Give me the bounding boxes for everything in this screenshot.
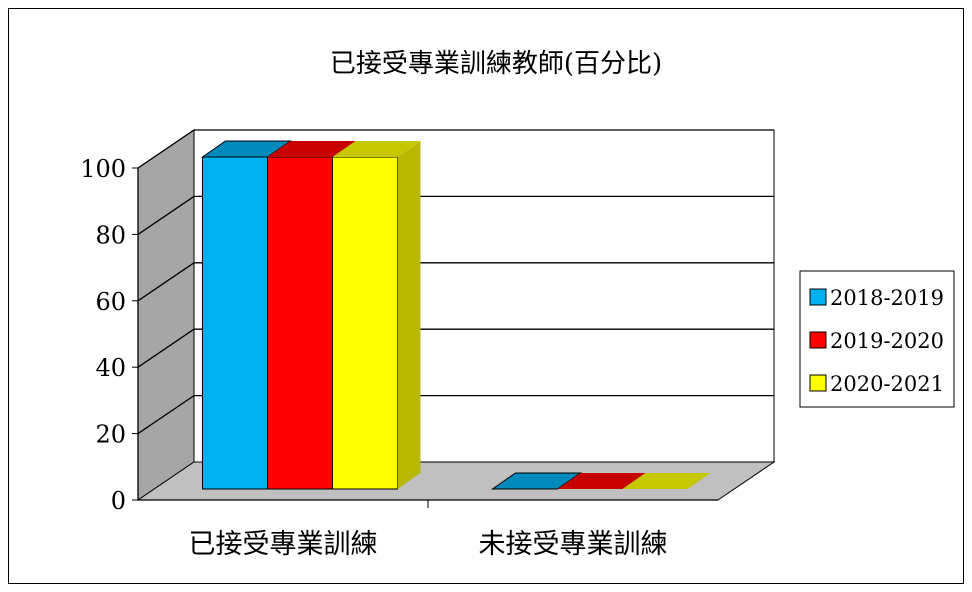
legend: 2018-2019 2019-2020 2020-2021 bbox=[799, 270, 955, 408]
gridline bbox=[137, 328, 774, 368]
bar-top bbox=[267, 141, 356, 157]
y-tick-label: 40 bbox=[95, 354, 126, 382]
gridline bbox=[137, 262, 774, 302]
bar-side bbox=[397, 141, 421, 489]
legend-swatch bbox=[809, 374, 827, 392]
legend-swatch bbox=[809, 288, 827, 306]
bar bbox=[622, 473, 711, 489]
bar bbox=[332, 141, 421, 490]
legend-label: 2020-2021 bbox=[830, 372, 944, 396]
gridline bbox=[137, 129, 774, 169]
chart-title: 已接受專業訓練教師(百分比) bbox=[330, 49, 662, 79]
plot-area: 0 20 40 60 80 100 已接受專業訓練 未接受專業訓練 bbox=[80, 129, 776, 560]
y-tick-label: 80 bbox=[95, 221, 126, 249]
legend-label: 2019-2020 bbox=[830, 329, 944, 353]
y-tick-label: 60 bbox=[95, 288, 126, 316]
bar-front bbox=[332, 156, 398, 490]
x-category-label: 已接受專業訓練 bbox=[189, 529, 378, 560]
bar-top bbox=[332, 141, 421, 157]
y-tick-label: 20 bbox=[95, 421, 126, 449]
x-category-label: 未接受專業訓練 bbox=[479, 529, 668, 560]
gridline bbox=[137, 394, 774, 435]
bar bbox=[557, 473, 646, 489]
bar-top bbox=[557, 473, 646, 489]
legend-swatch bbox=[809, 331, 827, 349]
bar-front bbox=[202, 156, 268, 490]
gridline bbox=[137, 195, 774, 235]
y-tick-label: 0 bbox=[111, 487, 126, 515]
legend-label: 2018-2019 bbox=[830, 286, 944, 310]
y-tick-label: 100 bbox=[80, 155, 126, 183]
bar-top bbox=[622, 473, 711, 489]
bar-front bbox=[267, 156, 333, 490]
side-wall bbox=[137, 129, 195, 501]
